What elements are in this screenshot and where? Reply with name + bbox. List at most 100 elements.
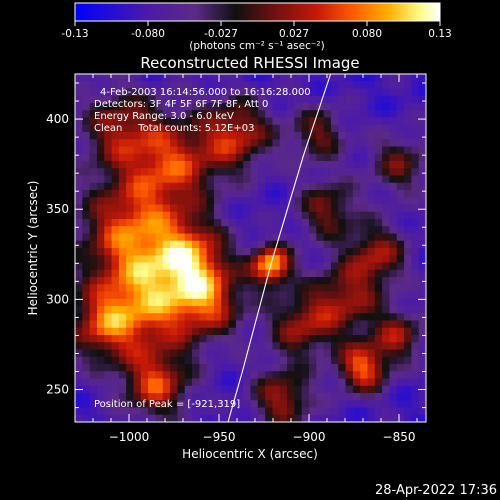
heatmap-cell (396, 88, 405, 97)
heatmap-cell (192, 110, 200, 118)
heatmap-cell (155, 306, 164, 314)
heatmap-cell (389, 298, 398, 307)
heatmap-cell (148, 197, 156, 205)
heatmap-cell (265, 320, 273, 329)
heatmap-cell (294, 190, 303, 198)
heatmap-cell (126, 298, 134, 307)
heatmap-cell (404, 277, 412, 285)
heatmap-cell (192, 240, 200, 249)
heatmap-cell (404, 356, 412, 365)
heatmap-cell (199, 219, 208, 227)
heatmap-cell (213, 153, 222, 162)
heatmap-cell (170, 240, 178, 249)
heatmap-cell (162, 153, 171, 162)
heatmap-cell (96, 182, 105, 191)
heatmap-cell (396, 320, 405, 329)
heatmap-cell (374, 313, 383, 321)
heatmap-cell (257, 291, 266, 300)
heatmap-cell (360, 81, 368, 89)
heatmap-cell (162, 117, 171, 126)
heatmap-cell (228, 320, 237, 329)
heatmap-cell (367, 168, 376, 176)
heatmap-cell (404, 95, 412, 104)
heatmap-cell (272, 335, 281, 343)
heatmap-cell (177, 146, 186, 155)
heatmap-cell (118, 298, 127, 307)
heatmap-cell (177, 407, 186, 416)
heatmap-cell (382, 219, 390, 227)
heatmap-cell (389, 378, 398, 387)
heatmap-cell (309, 204, 317, 213)
heatmap-cell (170, 335, 178, 343)
heatmap-cell (396, 124, 405, 133)
heatmap-cell (118, 103, 127, 111)
heatmap-cell (199, 204, 208, 213)
heatmap-cell (199, 233, 208, 242)
heatmap-cell (89, 269, 98, 278)
heatmap-cell (257, 139, 266, 147)
heatmap-cell (213, 356, 222, 365)
heatmap-cell (221, 124, 229, 133)
heatmap-cell (345, 385, 354, 394)
heatmap-cell (104, 211, 112, 220)
heatmap-cell (294, 364, 303, 372)
heatmap-cell (96, 226, 105, 234)
heatmap-cell (111, 414, 120, 422)
heatmap-cell (367, 124, 376, 133)
heatmap-cell (265, 110, 273, 118)
heatmap-cell (404, 139, 412, 147)
heatmap-cell (89, 371, 98, 379)
heatmap-cell (301, 262, 310, 271)
heatmap-cell (118, 139, 127, 147)
heatmap-cell (199, 255, 208, 263)
heatmap-cell (294, 327, 303, 336)
heatmap-cell (228, 371, 237, 379)
heatmap-cell (235, 248, 244, 256)
heatmap-cell (235, 81, 244, 89)
heatmap-cell (367, 88, 376, 97)
heatmap-cell (250, 248, 259, 256)
heatmap-cell (330, 95, 339, 104)
heatmap-cell (104, 190, 112, 198)
heatmap-cell (418, 211, 426, 220)
heatmap-cell (213, 414, 222, 422)
heatmap-cell (389, 262, 398, 271)
heatmap-cell (374, 291, 383, 300)
heatmap-cell (184, 269, 193, 278)
heatmap-cell (257, 269, 266, 278)
heatmap-cell (213, 219, 222, 227)
heatmap-cell (396, 161, 405, 169)
heatmap-cell (257, 204, 266, 213)
heatmap-cell (243, 385, 251, 394)
heatmap-cell (360, 124, 368, 133)
heatmap-cell (199, 284, 208, 292)
heatmap-cell (250, 327, 259, 336)
heatmap-cell (257, 298, 266, 307)
heatmap-cell (104, 291, 112, 300)
heatmap-cell (170, 393, 178, 401)
heatmap-cell (287, 124, 295, 133)
heatmap-cell (396, 204, 405, 213)
heatmap-cell (177, 371, 186, 379)
heatmap-cell (257, 81, 266, 89)
heatmap-cell (309, 233, 317, 242)
heatmap-cell (323, 385, 332, 394)
heatmap-cell (374, 219, 383, 227)
heatmap-cell (345, 117, 354, 126)
heatmap-cell (177, 269, 186, 278)
heatmap-cell (228, 233, 237, 242)
heatmap-cell (75, 306, 83, 314)
heatmap-cell (330, 298, 339, 307)
heatmap-cell (104, 132, 112, 140)
heatmap-cell (89, 356, 98, 365)
heatmap-cell (192, 284, 200, 292)
heatmap-cell (221, 81, 229, 89)
heatmap-cell (279, 139, 288, 147)
heatmap-cell (382, 400, 390, 408)
heatmap-cell (389, 291, 398, 300)
heatmap-cell (345, 248, 354, 256)
heatmap-cell (104, 414, 112, 422)
heatmap-cell (213, 117, 222, 126)
heatmap-cell (330, 349, 339, 358)
heatmap-cell (162, 132, 171, 140)
